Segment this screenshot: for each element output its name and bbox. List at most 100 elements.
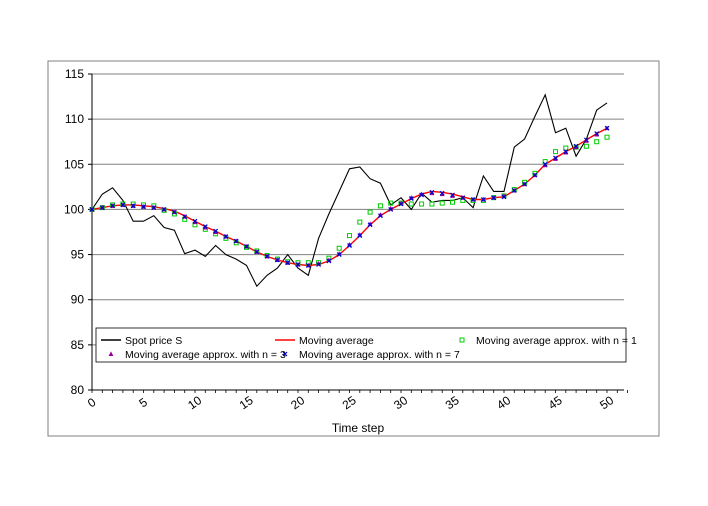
point-n7-25 <box>347 243 352 248</box>
point-n7-12 <box>213 228 219 234</box>
point-n1-48 <box>583 143 589 149</box>
point-n7-30 <box>398 201 404 207</box>
point-n7-33 <box>429 189 435 195</box>
point-n7-23 <box>326 258 332 264</box>
point-n7-39 <box>491 195 497 201</box>
legend-label-n7: Moving average approx. with n = 7 <box>299 349 460 361</box>
point-n1-32 <box>419 201 425 207</box>
point-n7-44 <box>542 161 548 167</box>
point-n1-25 <box>347 233 352 239</box>
point-n3-29 <box>388 205 394 211</box>
point-n7-8 <box>171 209 177 215</box>
point-n7-38 <box>480 197 486 202</box>
point-n1-45 <box>553 149 558 155</box>
point-n7-45 <box>553 155 558 161</box>
point-n1-34 <box>439 200 445 206</box>
legend: Spot price S Moving average Moving average… <box>95 327 637 363</box>
point-n7-37 <box>470 197 476 202</box>
point-n7-24 <box>336 252 342 257</box>
point-n7-32 <box>419 192 425 198</box>
point-n7-3 <box>120 202 126 208</box>
legend-label-n1: Moving average approx. with n = 1 <box>476 335 637 347</box>
point-n7-43 <box>532 172 538 178</box>
point-n3-24 <box>336 251 342 256</box>
point-n7-19 <box>285 260 291 266</box>
series-line-spot <box>91 93 608 288</box>
y-tick-label-105: 105 <box>64 157 84 171</box>
point-n1-24 <box>336 245 342 251</box>
point-n7-29 <box>388 207 394 212</box>
point-n7-14 <box>233 238 239 244</box>
point-n7-34 <box>439 190 445 196</box>
y-tick-label-95: 95 <box>71 248 85 262</box>
point-n7-27 <box>367 222 373 228</box>
gridlines <box>92 73 624 346</box>
chart-area-frame <box>47 60 660 437</box>
y-tick-label-110: 110 <box>65 112 84 126</box>
point-n7-6 <box>151 205 157 211</box>
point-n1-29 <box>388 200 394 206</box>
point-n3-40 <box>501 193 507 198</box>
point-n7-11 <box>202 224 208 230</box>
point-n1-50 <box>604 134 610 140</box>
point-n7-5 <box>141 204 146 210</box>
point-n7-22 <box>316 262 322 267</box>
point-n7-41 <box>511 188 517 193</box>
y-tick-label-90: 90 <box>71 293 85 307</box>
point-n7-28 <box>377 213 383 219</box>
point-n7-36 <box>460 195 466 201</box>
point-n7-15 <box>244 244 249 249</box>
point-n3-32 <box>419 191 424 197</box>
y-tick-label-115: 115 <box>65 67 84 81</box>
point-n7-26 <box>357 233 363 239</box>
point-n7-1 <box>99 205 105 211</box>
point-n3-31 <box>408 195 414 200</box>
y-tick-label-80: 80 <box>71 383 85 397</box>
legend-symbol-n7 <box>282 351 288 357</box>
point-n7-31 <box>408 196 414 202</box>
point-n7-0 <box>89 207 95 212</box>
point-n1-35 <box>450 199 455 205</box>
point-n1-26 <box>357 219 363 225</box>
legend-symbol-n3 <box>108 351 114 356</box>
point-n7-47 <box>573 143 579 149</box>
point-n3-26 <box>357 232 363 237</box>
point-n7-7 <box>161 207 167 212</box>
x-axis-label: Time step <box>332 421 385 435</box>
point-n7-16 <box>254 249 260 255</box>
legend-label-n3: Moving average approx. with n = 3 <box>125 349 286 361</box>
point-n7-46 <box>563 149 569 155</box>
point-n7-9 <box>182 214 188 220</box>
point-n7-10 <box>192 218 198 224</box>
point-n1-31 <box>408 201 414 207</box>
y-tick-label-100: 100 <box>64 202 84 216</box>
point-n7-4 <box>130 203 136 209</box>
point-n1-28 <box>377 203 383 209</box>
point-n7-50 <box>604 125 610 131</box>
legend-box <box>95 327 627 363</box>
point-n1-27 <box>367 209 373 215</box>
series-layer <box>89 93 610 288</box>
point-n7-17 <box>264 253 270 259</box>
point-n7-20 <box>295 262 301 267</box>
point-n7-40 <box>501 194 507 200</box>
point-n7-48 <box>583 137 589 143</box>
y-tick-label-85: 85 <box>71 338 85 352</box>
legend-label-spot: Spot price S <box>125 335 182 347</box>
point-n7-18 <box>274 257 280 263</box>
point-n3-25 <box>347 242 352 247</box>
legend-symbol-n1 <box>459 337 465 343</box>
point-n7-13 <box>223 234 229 239</box>
point-n3-28 <box>378 212 383 217</box>
point-n7-49 <box>594 131 600 137</box>
point-n1-33 <box>429 201 435 207</box>
point-n3-23 <box>326 257 332 262</box>
point-n3-22 <box>316 261 321 266</box>
point-n1-49 <box>594 139 600 145</box>
point-n7-2 <box>110 203 116 209</box>
point-n3-30 <box>398 200 404 206</box>
point-n3-27 <box>367 221 373 226</box>
point-n7-42 <box>522 181 528 187</box>
